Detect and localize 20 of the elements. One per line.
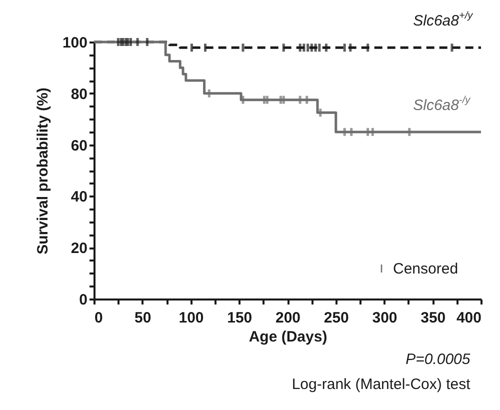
y-tick-label: 20 [70,240,88,258]
x-tick-label: 250 [324,310,349,326]
y-tick-label: 0 [79,292,88,308]
x-axis-title: Age (Days) [248,328,328,346]
x-tick-label: 0 [94,310,103,326]
x-tick-label: 400 [456,310,482,326]
y-tick-label: 60 [70,137,88,154]
text: Log-rank (Mantel-Cox) test [292,376,472,393]
x-tick-label: 50 [134,310,152,326]
y-tick-label: 80 [70,86,88,103]
x-tick-label: 350 [420,310,446,326]
legend-label: Censored [393,260,458,278]
y-tick-label: 100 [62,34,88,52]
x-tick-label: 200 [275,310,301,326]
y-tick-label: 40 [70,188,88,206]
y-axis-title: Survival probability (%) [34,88,52,254]
x-tick-label: 100 [178,310,204,326]
x-tick-label: 150 [227,310,252,326]
x-tick-label: 300 [372,310,398,326]
text: P=0.0005 [406,351,471,368]
